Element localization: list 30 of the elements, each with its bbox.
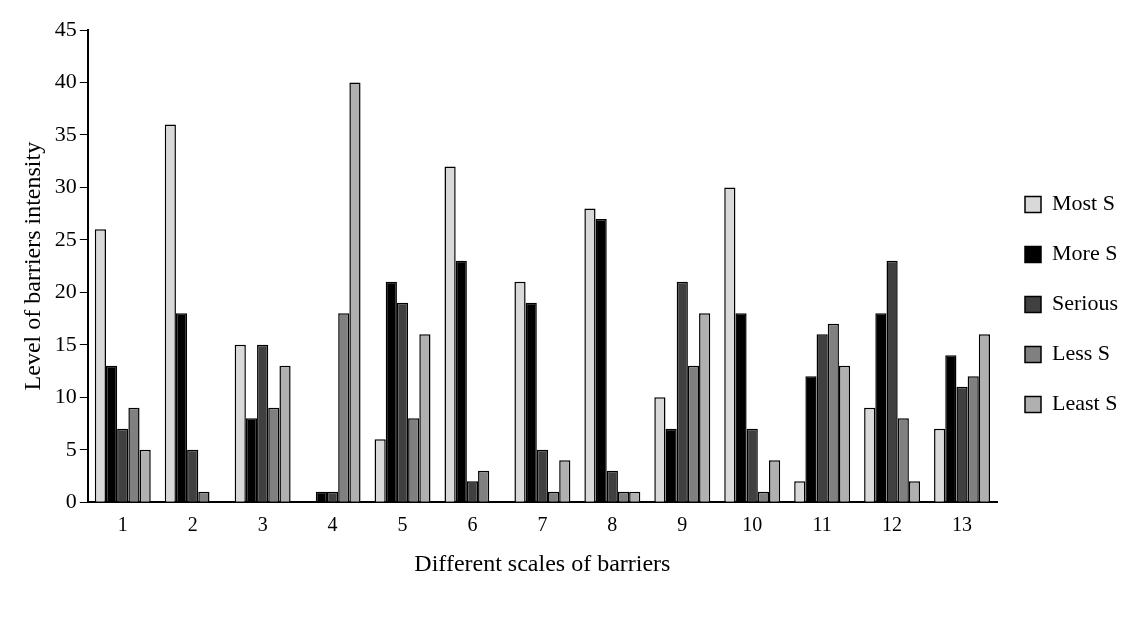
x-tick-label: 6 — [467, 513, 478, 536]
legend-label: Less S — [1052, 340, 1111, 366]
x-tick-label: 2 — [187, 513, 198, 536]
y-tick-label: 30 — [54, 173, 77, 199]
x-tick-label: 1 — [117, 513, 128, 536]
y-tick-label: 0 — [65, 487, 77, 513]
legend-label: More S — [1052, 240, 1118, 266]
x-tick-label: 4 — [327, 513, 338, 536]
x-tick-label: 11 — [812, 513, 832, 536]
y-tick-label: 5 — [65, 435, 77, 461]
y-tick-label: 35 — [54, 120, 77, 146]
x-tick-label: 13 — [952, 513, 973, 536]
x-tick-label: 10 — [742, 513, 763, 536]
legend-label: Serious — [1052, 290, 1118, 316]
y-tick-label: 40 — [54, 68, 77, 94]
x-axis-title: Different scales of barriers — [414, 549, 671, 576]
legend-label: Least S — [1052, 390, 1118, 416]
x-tick-label: 3 — [257, 513, 268, 536]
legend-label: Most S — [1052, 190, 1115, 216]
y-tick-label: 15 — [54, 330, 77, 356]
x-tick-label: 9 — [677, 513, 688, 536]
y-tick-label: 10 — [54, 383, 77, 409]
y-axis-title: Level of barriers intensity — [18, 141, 45, 391]
x-tick-label: 12 — [882, 513, 903, 536]
y-tick-label: 25 — [54, 225, 77, 251]
y-tick-label: 45 — [54, 15, 77, 41]
x-tick-label: 8 — [607, 513, 618, 536]
y-tick-label: 20 — [54, 278, 77, 304]
x-tick-label: 7 — [537, 513, 548, 536]
x-tick-label: 5 — [397, 513, 408, 536]
